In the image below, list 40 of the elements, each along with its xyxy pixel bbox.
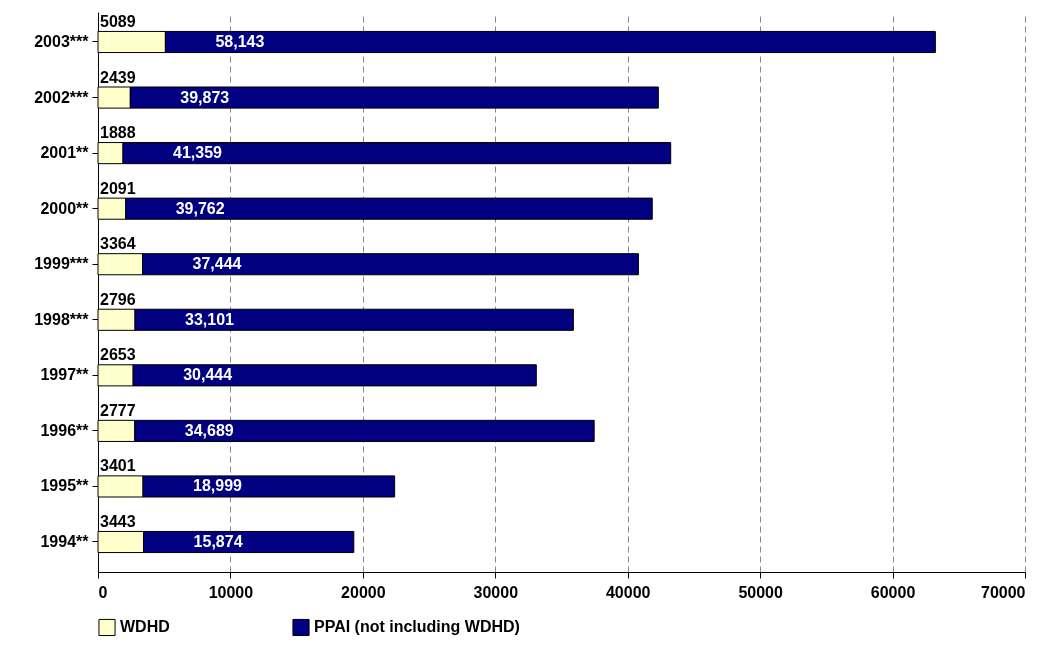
data-label: 3364 <box>100 235 136 253</box>
data-label: 3401 <box>100 457 136 475</box>
data-label: 41,359 <box>173 144 223 162</box>
x-tick-label: 30000 <box>473 583 519 601</box>
x-tick-label: 0 <box>98 583 108 601</box>
data-label: 33,101 <box>185 310 235 328</box>
data-label: 3443 <box>100 513 136 530</box>
data-label: 18,999 <box>193 477 243 495</box>
data-label: 2796 <box>100 290 136 308</box>
y-tick-label: 2001** <box>40 144 90 162</box>
x-tick-label: 40000 <box>605 583 651 601</box>
x-tick-label: 10000 <box>208 583 254 601</box>
y-tick-label: 1997** <box>40 366 90 384</box>
legend-label: WDHD <box>120 618 170 636</box>
data-label: 39,762 <box>175 199 225 217</box>
y-tick-label: 1995** <box>40 477 90 495</box>
data-label: 2439 <box>100 68 136 86</box>
data-label: 2091 <box>100 179 136 197</box>
data-label: 2653 <box>100 346 136 364</box>
data-label: 30,444 <box>183 366 233 384</box>
y-tick-label: 2003*** <box>34 33 90 50</box>
data-label: 1888 <box>100 124 136 142</box>
x-tick-label: 60000 <box>870 583 916 601</box>
data-label: 58,143 <box>215 33 265 50</box>
data-label: 5089 <box>100 13 136 30</box>
data-label: 37,444 <box>192 255 242 273</box>
y-tick-label: 1996** <box>40 421 90 439</box>
y-tick-label: 2002*** <box>34 88 90 106</box>
x-tick-label: 70000 <box>981 583 1026 601</box>
y-tick-label: 1999*** <box>34 255 90 273</box>
data-label: 39,873 <box>180 88 230 106</box>
legend-label: PPAI (not including WDHD) <box>314 618 520 636</box>
data-label: 15,874 <box>193 533 243 550</box>
x-tick-label: 20000 <box>341 583 386 601</box>
x-tick-label: 50000 <box>738 583 783 601</box>
y-tick-label: 1994** <box>40 533 90 550</box>
y-tick-label: 1998*** <box>34 310 90 328</box>
y-tick-label: 2000** <box>40 199 90 217</box>
data-label: 34,689 <box>184 421 234 439</box>
data-label: 2777 <box>100 401 136 419</box>
